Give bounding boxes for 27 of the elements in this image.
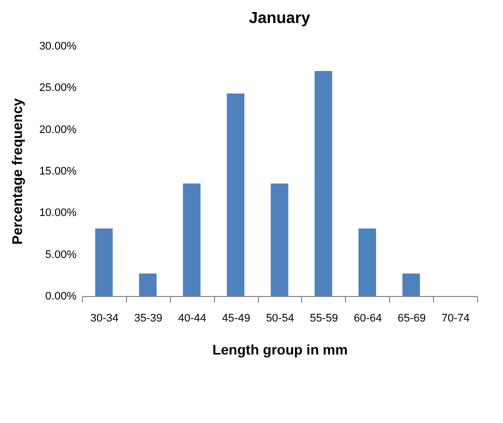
y-tick-label: 10.00%: [39, 207, 77, 220]
y-tick-label: 30.00%: [39, 40, 77, 52]
bar: [314, 71, 332, 296]
chart-title: January: [248, 10, 310, 27]
bar: [358, 228, 376, 296]
x-tick-label: 65-69: [398, 312, 426, 324]
x-tick-label: 55-59: [310, 312, 338, 324]
x-tick-label: 50-54: [266, 312, 294, 324]
y-axis-title: Percentage frequency: [9, 98, 26, 245]
x-tick-label: 35-39: [134, 312, 162, 324]
y-tick-label: 25.00%: [39, 82, 77, 94]
bar: [270, 184, 288, 296]
y-tick-label: 15.00%: [39, 166, 77, 178]
bar: [226, 94, 244, 296]
bar: [139, 274, 157, 296]
bar: [402, 274, 420, 296]
bar: [95, 228, 113, 296]
y-tick-label: 5.00%: [45, 248, 77, 261]
x-tick-label: 60-64: [354, 312, 382, 324]
y-tick-label: 0.00%: [45, 290, 77, 302]
bar: [182, 184, 200, 296]
y-tick-label: 20.00%: [39, 124, 77, 136]
x-tick-label: 30-34: [90, 312, 119, 324]
x-tick-label: 70-74: [441, 312, 470, 324]
x-axis-title: Length group in mm: [212, 342, 348, 358]
x-tick-label: 40-44: [178, 312, 206, 324]
x-tick-label: 45-49: [222, 312, 250, 324]
